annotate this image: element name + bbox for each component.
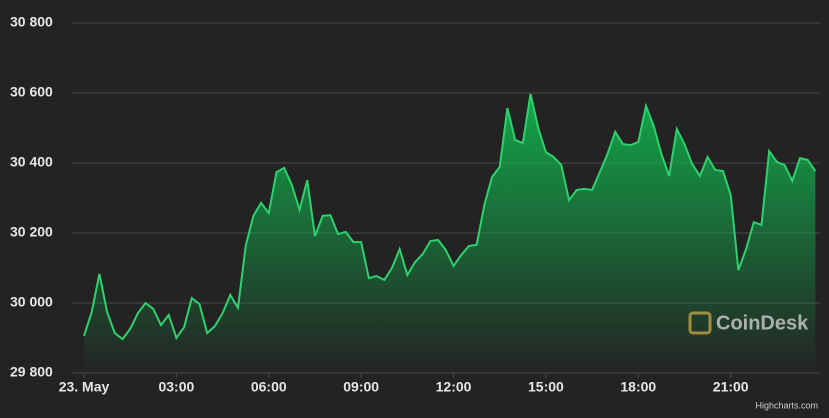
plot: 29 800 30 000 30 200 30 400 30 600 30 800 23. … <box>10 14 820 395</box>
x-tick-label: 15:00 <box>528 379 564 395</box>
line <box>83 93 817 341</box>
x-tick-label: 23. May <box>59 379 110 395</box>
x-tick-label: 06:00 <box>251 379 287 395</box>
x-tick-label: 12:00 <box>436 379 472 395</box>
x-tick-label: 09:00 <box>343 379 379 395</box>
y-tick-label: 30 000 <box>10 294 53 310</box>
watermark-text: CoinDesk <box>716 312 809 334</box>
credits: Highcharts.com <box>755 400 818 410</box>
x-tick-label: 03:00 <box>158 379 194 395</box>
watermark: CoinDesk <box>688 311 809 335</box>
y-tick-label: 30 600 <box>10 84 53 100</box>
x-tick-label: 18:00 <box>620 379 656 395</box>
y-tick-label: 30 800 <box>10 14 53 30</box>
area-fill <box>84 94 816 374</box>
y-tick-label: 30 400 <box>10 154 53 170</box>
y-tick-label: 29 800 <box>10 364 53 380</box>
y-tick-label: 30 200 <box>10 224 53 240</box>
x-tick-label: 21:00 <box>713 379 749 395</box>
watermark-icon <box>688 311 712 335</box>
